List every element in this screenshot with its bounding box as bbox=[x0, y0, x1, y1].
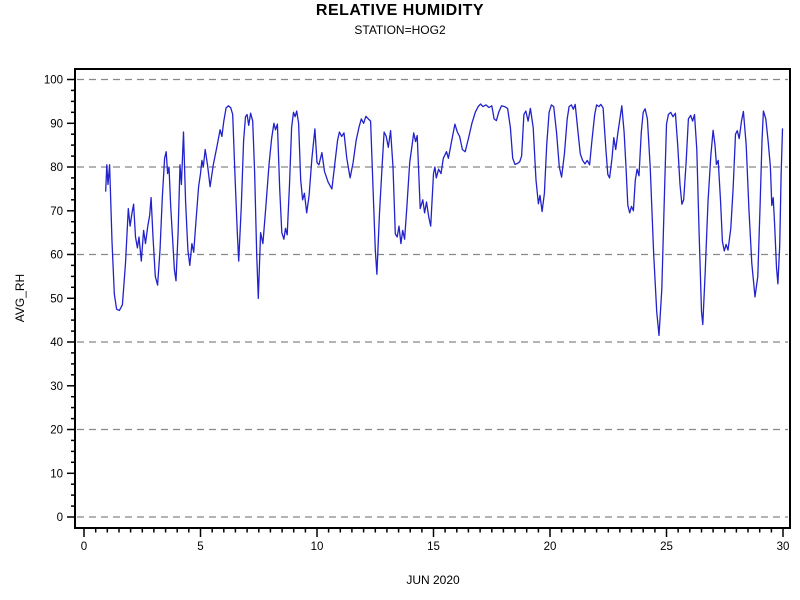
y-tick-label: 50 bbox=[50, 293, 63, 305]
chart-title: RELATIVE HUMIDITY bbox=[315, 2, 485, 19]
y-tick-label: 90 bbox=[50, 118, 63, 130]
y-tick-label: 100 bbox=[44, 75, 63, 87]
y-tick-label: 80 bbox=[50, 162, 63, 174]
y-tick-label: 0 bbox=[57, 512, 63, 524]
x-tick-label: 10 bbox=[311, 541, 324, 553]
y-tick-label: 60 bbox=[50, 250, 63, 262]
y-tick-label: 30 bbox=[50, 381, 63, 393]
y-axis-label: AVG_RH bbox=[13, 274, 27, 322]
humidity-line bbox=[105, 103, 784, 337]
y-tick-label: 70 bbox=[50, 206, 63, 218]
x-tick-label: 20 bbox=[544, 541, 557, 553]
y-tick-label: 10 bbox=[50, 468, 63, 480]
plot-frame bbox=[74, 68, 791, 529]
x-tick-label: 30 bbox=[777, 541, 790, 553]
x-axis-label: JUN 2020 bbox=[406, 573, 460, 587]
x-tick-label: 15 bbox=[427, 541, 440, 553]
x-tick-label: 5 bbox=[197, 541, 203, 553]
y-tick-label: 40 bbox=[50, 337, 63, 349]
x-tick-label: 0 bbox=[81, 541, 87, 553]
x-tick-label: 25 bbox=[660, 541, 673, 553]
chart-subtitle: STATION=HOG2 bbox=[354, 23, 446, 37]
y-tick-label: 20 bbox=[50, 425, 63, 437]
